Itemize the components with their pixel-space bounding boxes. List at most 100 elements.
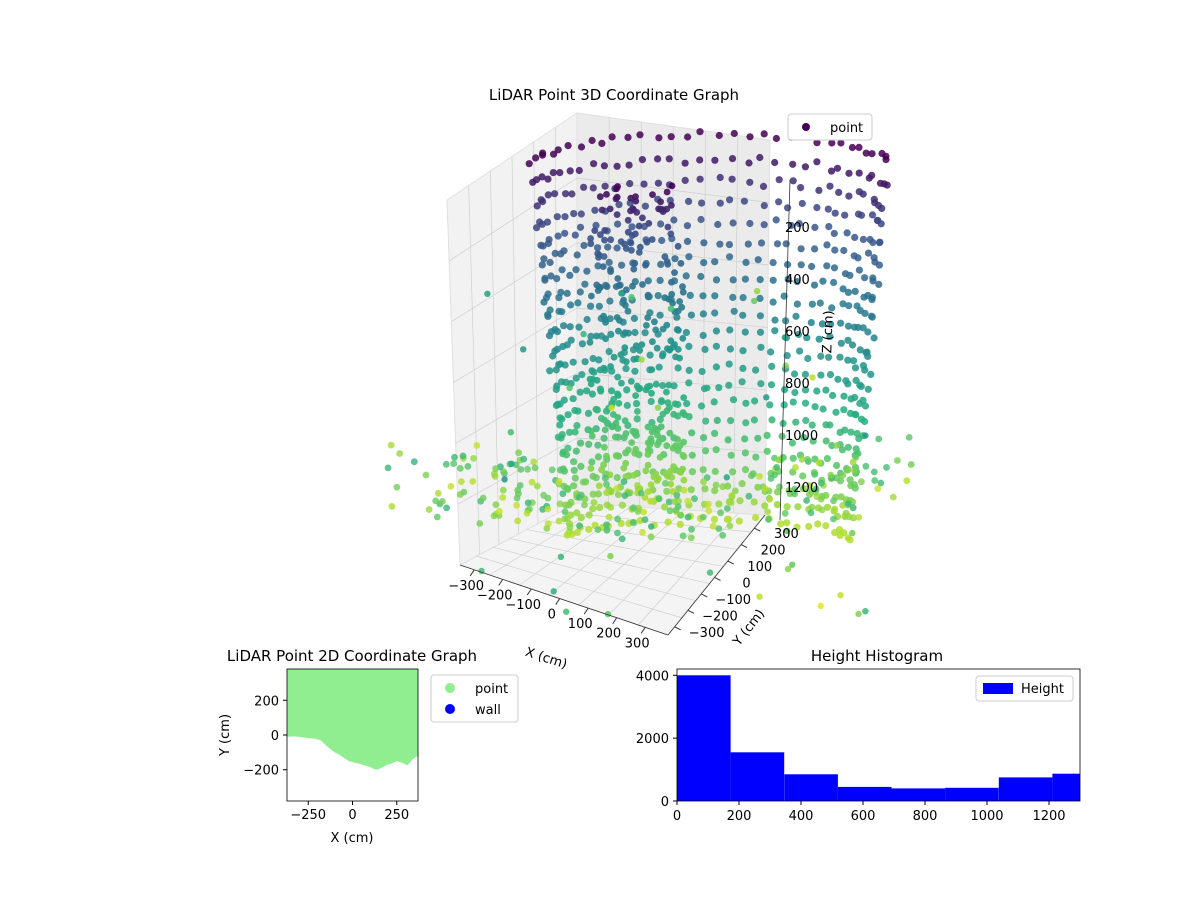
chart-2d-legend: point wall — [430, 674, 519, 723]
chart-3d-point — [556, 421, 564, 429]
chart-3d-points — [384, 128, 915, 618]
chart-3d-point — [592, 405, 600, 413]
chart-3d-point — [868, 171, 876, 179]
chart-3d-point — [862, 149, 870, 157]
chart-3d-point — [658, 236, 666, 245]
chart-3d-point — [670, 382, 678, 390]
chart-3d-point — [553, 213, 561, 221]
chart-3d-point — [644, 423, 652, 431]
chart-3d-point — [853, 429, 861, 438]
chart-3d-point — [844, 443, 852, 451]
chart-3d-point — [797, 184, 805, 192]
chart-3d-point — [855, 169, 863, 177]
chart-3d-point — [716, 173, 724, 182]
chart-3d-point — [607, 363, 614, 370]
chart-3d-point — [627, 194, 635, 202]
chart-3d-title: LiDAR Point 3D Coordinate Graph — [489, 86, 739, 104]
chart-3d-point — [719, 483, 727, 491]
chart-3d-point — [632, 342, 640, 350]
chart-3d-point — [846, 476, 854, 484]
chart-3d-point — [598, 466, 605, 474]
chart-3d-point — [610, 395, 617, 403]
chart-3d-point — [773, 501, 781, 509]
chart-3d-z-tick-label: 600 — [785, 325, 810, 340]
chart-3d-point — [804, 354, 812, 363]
chart-3d-point — [668, 201, 675, 209]
chart-3d-point — [566, 167, 574, 175]
chart-3d-point — [572, 447, 580, 455]
histogram-bar — [998, 777, 1053, 801]
chart-3d-point — [632, 392, 639, 399]
chart-3d-point — [838, 446, 847, 454]
chart-3d-point — [544, 191, 552, 199]
chart-3d-point — [561, 501, 570, 509]
chart-3d-point — [813, 387, 821, 395]
chart-3d-point — [815, 335, 823, 343]
chart-3d-point — [859, 324, 867, 332]
chart-3d-point — [575, 323, 583, 331]
chart-3d-point — [613, 162, 621, 170]
chart-3d-gridline — [489, 504, 605, 576]
chart-3d-point — [664, 223, 672, 231]
chart-3d-point — [670, 216, 678, 224]
chart-3d-point — [520, 346, 527, 353]
chart-3d-point — [785, 487, 793, 494]
chart-3d-point — [830, 264, 839, 272]
chart-3d-point — [735, 517, 744, 525]
chart-3d-point — [580, 241, 588, 250]
chart-3d-point — [848, 341, 857, 349]
chart-3d-point — [666, 404, 673, 411]
chart-3d-point — [712, 363, 721, 371]
chart-3d-point — [849, 357, 858, 365]
chart-3d-point — [553, 275, 561, 283]
chart-3d-point — [685, 379, 693, 387]
chart-3d-point — [811, 223, 819, 231]
chart-3d-point — [556, 169, 564, 177]
chart-3d-point — [656, 453, 664, 461]
chart-3d-x-tick-mark — [612, 617, 618, 625]
chart-3d-x-tick-mark — [469, 569, 475, 577]
chart-3d-point — [883, 464, 890, 471]
histogram-legend: Height — [975, 675, 1074, 702]
chart-3d-point — [658, 397, 665, 404]
chart-3d-point — [585, 511, 593, 519]
chart-3d-point — [728, 155, 737, 163]
chart-3d-point — [767, 381, 776, 389]
chart-3d-point — [877, 220, 885, 228]
chart-3d-point — [671, 400, 679, 408]
chart-3d-point — [490, 512, 498, 520]
chart-3d-point — [823, 455, 832, 463]
chart-3d-point — [577, 491, 585, 499]
histogram-ticks: 0 200 400 600 800 1000 1200 0 2000 4000 — [636, 669, 1066, 824]
chart-3d-point — [615, 201, 623, 209]
chart-2d-x-tick-label: −250 — [290, 808, 326, 823]
chart-3d-point — [726, 196, 734, 204]
chart-3d-point — [607, 487, 615, 495]
chart-3d-x-tick-label: 300 — [625, 636, 650, 651]
chart-3d-point — [806, 482, 814, 489]
chart-3d-point — [781, 386, 789, 394]
chart-3d-point — [594, 250, 602, 257]
chart-3d-point — [851, 287, 859, 295]
chart-3d-point — [769, 259, 777, 267]
chart-3d-point — [833, 164, 842, 172]
chart-3d-point — [589, 505, 597, 513]
chart-3d-point — [671, 255, 679, 263]
chart-3d-point — [740, 197, 749, 205]
chart-3d-point — [618, 290, 625, 297]
chart-3d-point — [596, 366, 604, 374]
chart-3d-point — [699, 513, 707, 521]
histogram-title: Height Histogram — [811, 647, 943, 665]
chart-3d-point — [808, 421, 816, 429]
chart-3d-point — [543, 218, 552, 226]
chart-3d-point — [716, 240, 724, 248]
chart-3d-point — [729, 396, 738, 404]
chart-2d-y-tick-label: 200 — [254, 694, 279, 709]
chart-3d-point — [725, 515, 733, 523]
chart-3d-point — [557, 553, 565, 560]
chart-3d-point — [726, 326, 734, 334]
chart-3d-point — [781, 334, 788, 341]
chart-3d-point — [618, 379, 625, 387]
chart-3d-point — [713, 416, 721, 425]
chart-3d-point — [622, 358, 630, 366]
